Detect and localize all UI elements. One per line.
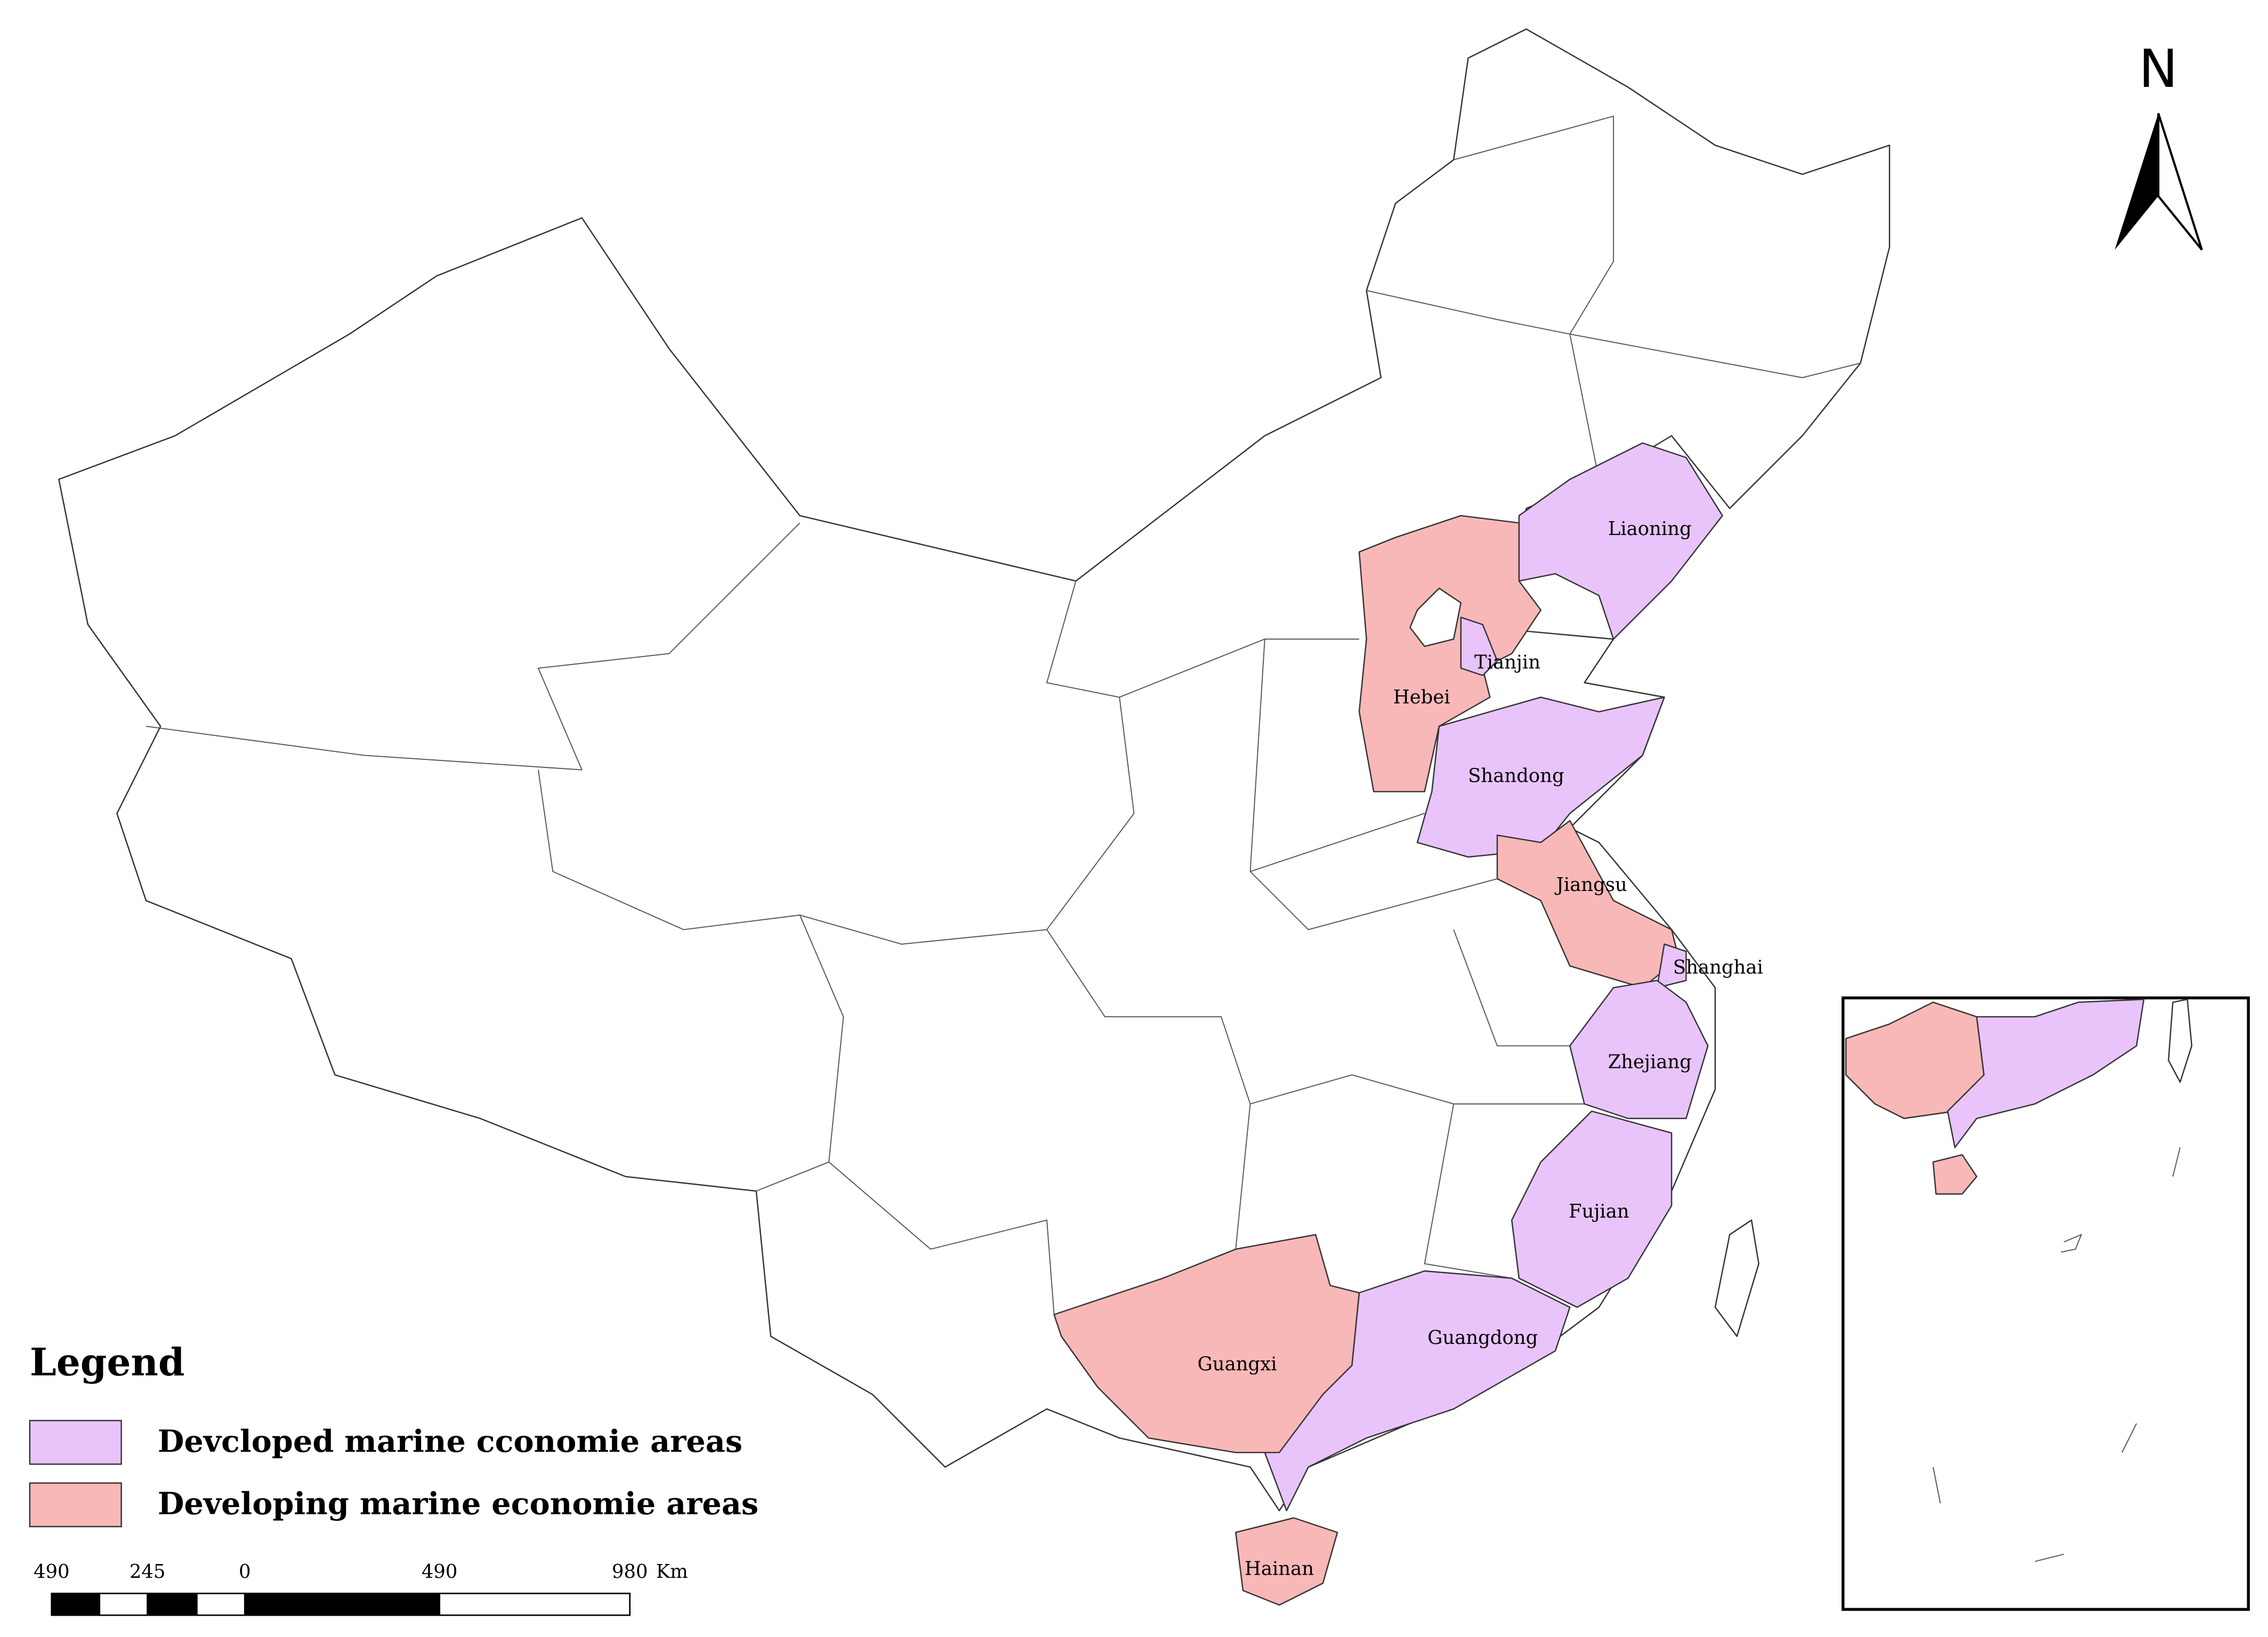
inset-line (2035, 1553, 2064, 1562)
province-label: Jiangsu (1555, 874, 1627, 896)
scale-bar: 490 245 0 490 980 Km (34, 1561, 688, 1616)
legend-label: Developing marine economie areas (158, 1486, 758, 1522)
province-area (1511, 1111, 1673, 1308)
scale-segment (244, 1592, 440, 1616)
province-area (1416, 696, 1665, 858)
province-area (1518, 442, 1723, 640)
scale-segment (147, 1592, 198, 1616)
province-area (1656, 943, 1687, 988)
legend-swatch (29, 1482, 122, 1528)
scale-label: 980 (612, 1561, 648, 1583)
legend-swatch (29, 1420, 122, 1465)
taiwan-outline (1714, 1219, 1759, 1337)
legend-title: Legend (30, 1340, 185, 1384)
scale-segment (51, 1592, 101, 1616)
inset-line (2061, 1234, 2083, 1253)
province-label: Zhejiang (1608, 1051, 1692, 1073)
scale-label: 490 (34, 1561, 70, 1583)
scale-segment (99, 1592, 149, 1616)
scale-label: 245 (130, 1561, 166, 1583)
inset-area (1947, 999, 2145, 1148)
province-label: Liaoning (1608, 518, 1692, 540)
scale-label: 490 (422, 1561, 458, 1583)
legend: Legend Devcloped marine cconomie areas D… (29, 1340, 758, 1528)
country-outline (58, 28, 1891, 1512)
province-area (1235, 1517, 1338, 1606)
inset-line (2172, 1147, 2181, 1177)
north-label: N (2139, 39, 2178, 100)
legend-label: Devcloped marine cconomie areas (158, 1423, 742, 1459)
arrow-right (2157, 112, 2203, 251)
inset-map (1841, 996, 2250, 1611)
inset-line (1932, 1466, 1941, 1504)
scale-label: 0 (239, 1561, 251, 1583)
province-label: Guangxi (1198, 1353, 1277, 1375)
inset-area (1932, 1154, 1978, 1195)
beijing-area (1409, 587, 1462, 647)
inset-taiwan (2168, 999, 2193, 1083)
province-label: Fujian (1569, 1201, 1629, 1222)
scale-segment (439, 1592, 631, 1616)
province-area (1569, 979, 1709, 1120)
province-label: Hainan (1245, 1558, 1314, 1580)
inset-line (2121, 1423, 2137, 1453)
province-label: Hebei (1393, 686, 1450, 708)
province-label: Shanghai (1673, 957, 1763, 978)
province-label: Shandong (1468, 765, 1564, 787)
north-arrow: N (2114, 39, 2203, 251)
province-label: Tianjin (1474, 652, 1540, 674)
province-label: Guangdong (1427, 1327, 1538, 1349)
scale-unit: Km (656, 1561, 688, 1583)
arrow-left (2114, 113, 2159, 250)
scale-segment (196, 1592, 246, 1616)
province-area (1053, 1234, 1360, 1454)
province-area (1460, 617, 1498, 676)
